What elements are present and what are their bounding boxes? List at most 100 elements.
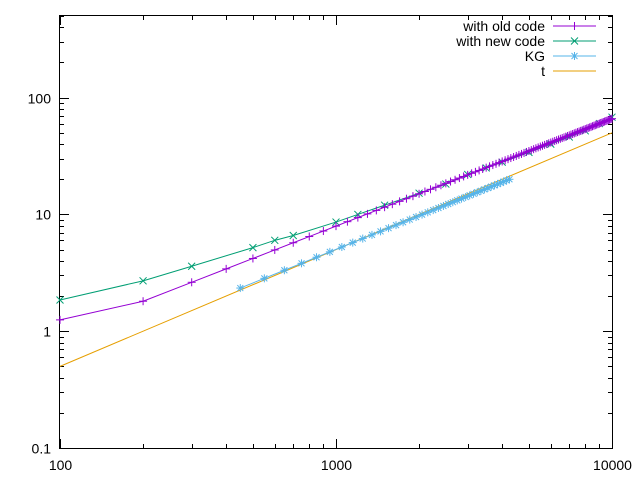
data-point bbox=[558, 134, 567, 143]
data-point bbox=[332, 218, 340, 226]
x-tick-label: 100 bbox=[49, 457, 73, 473]
data-point bbox=[367, 230, 376, 239]
data-point bbox=[467, 169, 476, 178]
axis-ticks: 100 1000 10000 0.1 1 10 100 bbox=[28, 16, 632, 473]
data-point bbox=[565, 131, 574, 140]
data-point bbox=[455, 174, 464, 183]
data-point bbox=[475, 166, 484, 175]
marker-stroke bbox=[289, 231, 298, 240]
data-point bbox=[297, 259, 306, 268]
data-point bbox=[505, 175, 514, 184]
marker-stroke bbox=[473, 188, 481, 196]
data-point bbox=[325, 247, 334, 256]
data-point bbox=[488, 161, 497, 170]
data-point bbox=[222, 264, 231, 273]
marker-stroke bbox=[187, 262, 196, 271]
data-point bbox=[376, 227, 385, 236]
data-point bbox=[568, 129, 577, 138]
data-point bbox=[139, 276, 147, 285]
data-point bbox=[372, 206, 381, 215]
data-point bbox=[332, 222, 340, 231]
data-point bbox=[187, 262, 196, 271]
series-layer bbox=[56, 113, 616, 367]
data-point bbox=[546, 138, 555, 147]
data-point bbox=[420, 187, 429, 196]
data-point bbox=[236, 284, 245, 293]
data-point bbox=[139, 297, 148, 306]
data-point bbox=[478, 165, 487, 174]
data-point bbox=[348, 238, 357, 247]
data-point bbox=[463, 170, 472, 179]
marker-stroke bbox=[298, 259, 305, 267]
marker-stroke bbox=[399, 218, 407, 226]
data-point bbox=[570, 52, 579, 60]
data-point bbox=[571, 128, 580, 137]
data-point bbox=[552, 136, 561, 145]
data-point bbox=[550, 136, 559, 145]
marker-stroke bbox=[313, 253, 320, 261]
plot-frame bbox=[59, 15, 613, 449]
marker-stroke bbox=[481, 186, 488, 193]
marker-stroke bbox=[506, 175, 513, 183]
data-point bbox=[485, 162, 494, 171]
data-point bbox=[248, 254, 257, 263]
data-point bbox=[570, 37, 579, 45]
legend-label: t bbox=[541, 63, 545, 79]
data-point bbox=[289, 238, 298, 247]
data-point bbox=[444, 200, 453, 209]
marker-stroke bbox=[249, 243, 257, 252]
data-point bbox=[56, 296, 64, 304]
legend-label: KG bbox=[525, 48, 545, 64]
data-point bbox=[556, 134, 565, 143]
marker-stroke bbox=[477, 187, 485, 195]
marker-stroke bbox=[406, 216, 414, 223]
data-point bbox=[363, 209, 372, 218]
marker-stroke bbox=[338, 243, 346, 251]
data-point bbox=[471, 167, 480, 176]
data-point bbox=[441, 179, 450, 188]
data-point bbox=[270, 236, 279, 245]
marker-stroke bbox=[570, 37, 579, 45]
legend-item: KG bbox=[525, 48, 596, 64]
series-line bbox=[59, 116, 613, 301]
data-point bbox=[563, 131, 572, 140]
data-point bbox=[559, 133, 568, 142]
x-tick-label: 10000 bbox=[593, 457, 632, 473]
marker-stroke bbox=[385, 224, 392, 232]
data-point bbox=[570, 22, 579, 30]
data-point bbox=[570, 129, 579, 138]
data-point bbox=[446, 177, 455, 186]
marker-stroke bbox=[139, 276, 147, 285]
data-point bbox=[554, 135, 563, 144]
data-point bbox=[395, 197, 404, 206]
data-point bbox=[544, 139, 553, 148]
marker-stroke bbox=[326, 248, 334, 256]
data-point bbox=[405, 215, 414, 224]
marker-stroke bbox=[392, 221, 400, 229]
data-point bbox=[566, 130, 575, 139]
legend-item: with old code bbox=[462, 18, 596, 34]
data-point bbox=[538, 141, 547, 150]
series-with-new-code bbox=[56, 113, 616, 304]
data-point bbox=[451, 175, 460, 184]
data-point bbox=[482, 163, 491, 172]
data-point bbox=[388, 200, 397, 209]
marker-stroke bbox=[349, 239, 357, 246]
marker-stroke bbox=[236, 284, 244, 292]
data-point bbox=[542, 140, 551, 149]
data-point bbox=[561, 132, 570, 141]
data-point bbox=[249, 243, 257, 252]
data-point bbox=[408, 192, 417, 201]
data-point bbox=[312, 253, 321, 262]
data-point bbox=[459, 172, 468, 181]
data-point bbox=[380, 203, 389, 212]
legend-label: with old code bbox=[462, 18, 545, 34]
data-point bbox=[415, 189, 424, 198]
data-point bbox=[540, 140, 549, 149]
data-point bbox=[384, 224, 393, 233]
marker-stroke bbox=[571, 52, 578, 60]
data-point bbox=[187, 278, 196, 287]
legend-item: t bbox=[541, 63, 596, 79]
